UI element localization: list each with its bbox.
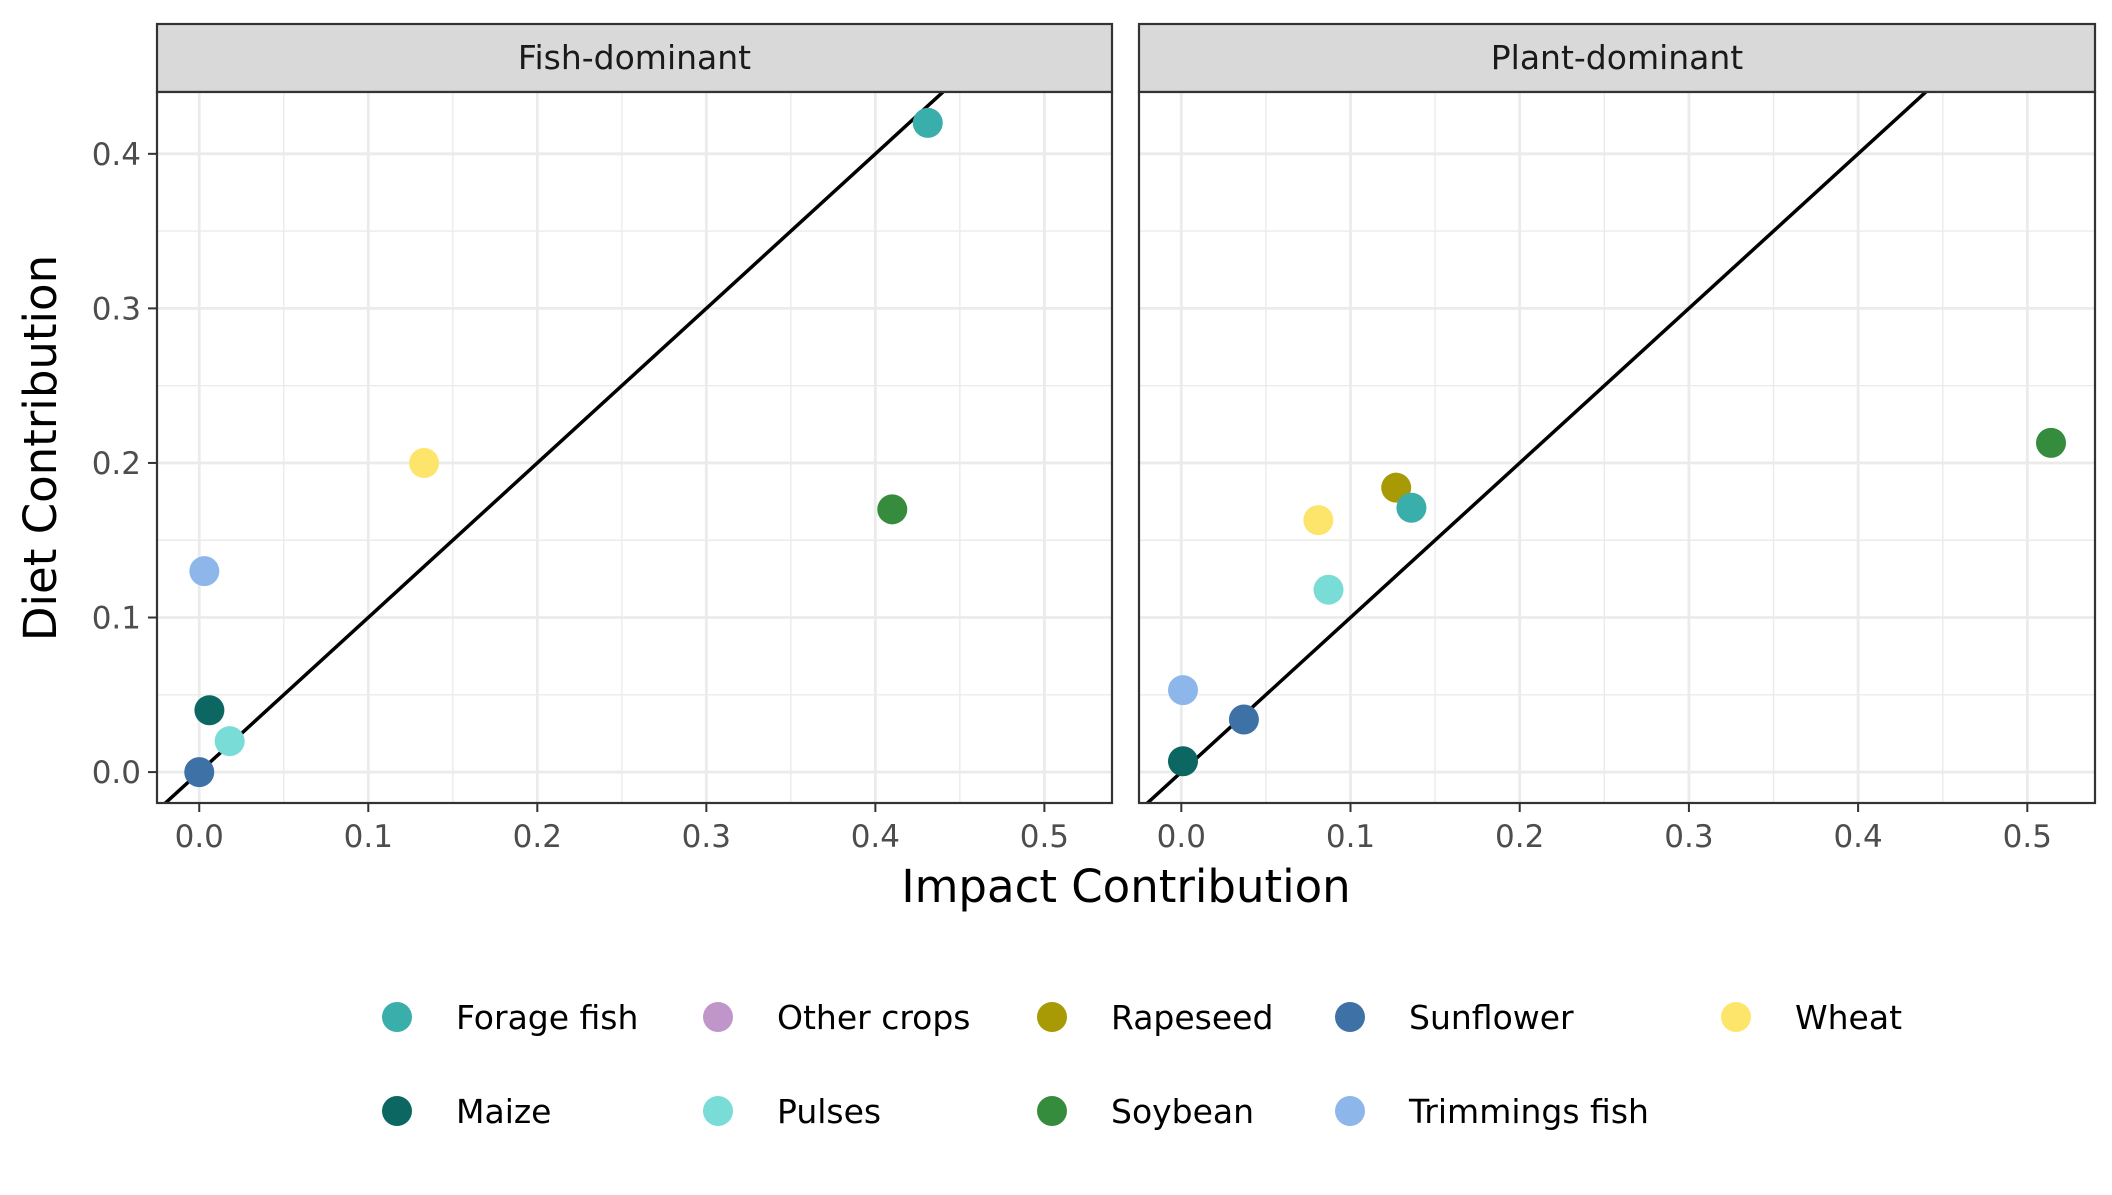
legend-item-soybean: Soybean <box>1037 1092 1254 1131</box>
y-tick-label: 0.3 <box>92 291 141 327</box>
legend-item-wheat: Wheat <box>1721 998 1902 1037</box>
facet-panel-2: Plant-dominant 0.0 0.1 0.2 0.3 0.4 0.5 <box>1137 22 2097 855</box>
data-point-soybean <box>877 494 908 525</box>
x-tick-label: 0.1 <box>1326 819 1375 855</box>
legend-item-trimmings-fish: Trimmings fish <box>1335 1092 1649 1131</box>
data-point-maize <box>194 695 225 726</box>
legend-key-wheat <box>1721 1002 1751 1032</box>
legend-key-soybean <box>1037 1096 1067 1126</box>
data-point-trimmings-fish <box>1167 675 1198 706</box>
legend-key-sunflower <box>1335 1002 1365 1032</box>
legend-key-maize <box>382 1096 412 1126</box>
panel-border <box>1137 90 2097 805</box>
data-point-trimmings-fish <box>189 556 220 587</box>
legend-key-rapeseed <box>1037 1002 1067 1032</box>
data-point-forage-fish <box>1396 492 1427 523</box>
reference-line-group <box>162 92 946 803</box>
x-tick-label: 0.5 <box>1020 819 1069 855</box>
legend-label-other-crops: Other crops <box>777 998 971 1037</box>
y-tick-label: 0.1 <box>92 601 141 637</box>
legend: Forage fish Other crops Rapeseed Sunflower W… <box>382 998 1902 1131</box>
legend-item-maize: Maize <box>382 1092 552 1131</box>
x-tick-label: 0.3 <box>1664 819 1713 855</box>
x-tick-label: 0.1 <box>344 819 393 855</box>
data-point-wheat <box>1303 505 1334 536</box>
legend-label-soybean: Soybean <box>1111 1092 1254 1131</box>
reference-line-group <box>1144 92 1929 803</box>
data-point-maize <box>1167 746 1198 777</box>
x-tick-label: 0.4 <box>1833 819 1882 855</box>
y-axis-title: Diet Contribution <box>14 255 67 641</box>
legend-item-pulses: Pulses <box>703 1092 881 1131</box>
legend-label-rapeseed: Rapeseed <box>1111 998 1273 1037</box>
legend-label-forage-fish: Forage fish <box>456 998 638 1037</box>
legend-key-trimmings-fish <box>1335 1096 1365 1126</box>
legend-item-forage-fish: Forage fish <box>382 998 638 1037</box>
x-tick-label: 0.2 <box>513 819 562 855</box>
data-point-pulses <box>1313 574 1344 605</box>
data-point-sunflower <box>184 757 215 788</box>
legend-key-other-crops <box>703 1002 733 1032</box>
data-point-forage-fish <box>912 107 943 138</box>
legend-label-sunflower: Sunflower <box>1409 998 1574 1037</box>
legend-label-wheat: Wheat <box>1795 998 1902 1037</box>
legend-item-sunflower: Sunflower <box>1335 998 1574 1037</box>
y-tick-label: 0.0 <box>92 755 141 791</box>
y-tick-label: 0.2 <box>92 446 141 482</box>
x-tick-label: 0.5 <box>2003 819 2052 855</box>
plot-background <box>1139 92 2095 803</box>
data-point-pulses <box>214 726 245 757</box>
legend-item-rapeseed: Rapeseed <box>1037 998 1273 1037</box>
data-point-wheat <box>409 447 440 478</box>
x-tick-label: 0.0 <box>1157 819 1206 855</box>
facet-strip <box>1137 22 2097 94</box>
legend-label-trimmings-fish: Trimmings fish <box>1408 1092 1649 1131</box>
x-tick-label: 0.2 <box>1495 819 1544 855</box>
facet-strip-label: Plant-dominant <box>1491 38 1744 77</box>
x-tick-label: 0.0 <box>175 819 224 855</box>
x-axis-title: Impact Contribution <box>901 860 1350 913</box>
legend-label-pulses: Pulses <box>777 1092 881 1131</box>
legend-key-pulses <box>703 1096 733 1126</box>
facet-strip <box>155 22 1114 94</box>
y-tick-label: 0.4 <box>92 137 141 173</box>
facet-strip-label: Fish-dominant <box>518 38 751 77</box>
plot-background <box>157 92 1112 803</box>
reference-line-y-equals-x <box>162 92 946 803</box>
x-tick-label: 0.4 <box>851 819 900 855</box>
legend-key-forage-fish <box>382 1002 412 1032</box>
reference-line-y-equals-x <box>1144 92 1929 803</box>
panel-border <box>155 90 1114 805</box>
x-tick-label: 0.3 <box>682 819 731 855</box>
facet-panel-1: Fish-dominant 0.0 0.1 0.2 0.3 0.4 0.5 0.0 0.1 0.2… <box>92 22 1114 855</box>
legend-item-other-crops: Other crops <box>703 998 971 1037</box>
legend-label-maize: Maize <box>456 1092 552 1131</box>
data-point-soybean <box>2036 427 2067 458</box>
data-point-sunflower <box>1228 704 1259 735</box>
